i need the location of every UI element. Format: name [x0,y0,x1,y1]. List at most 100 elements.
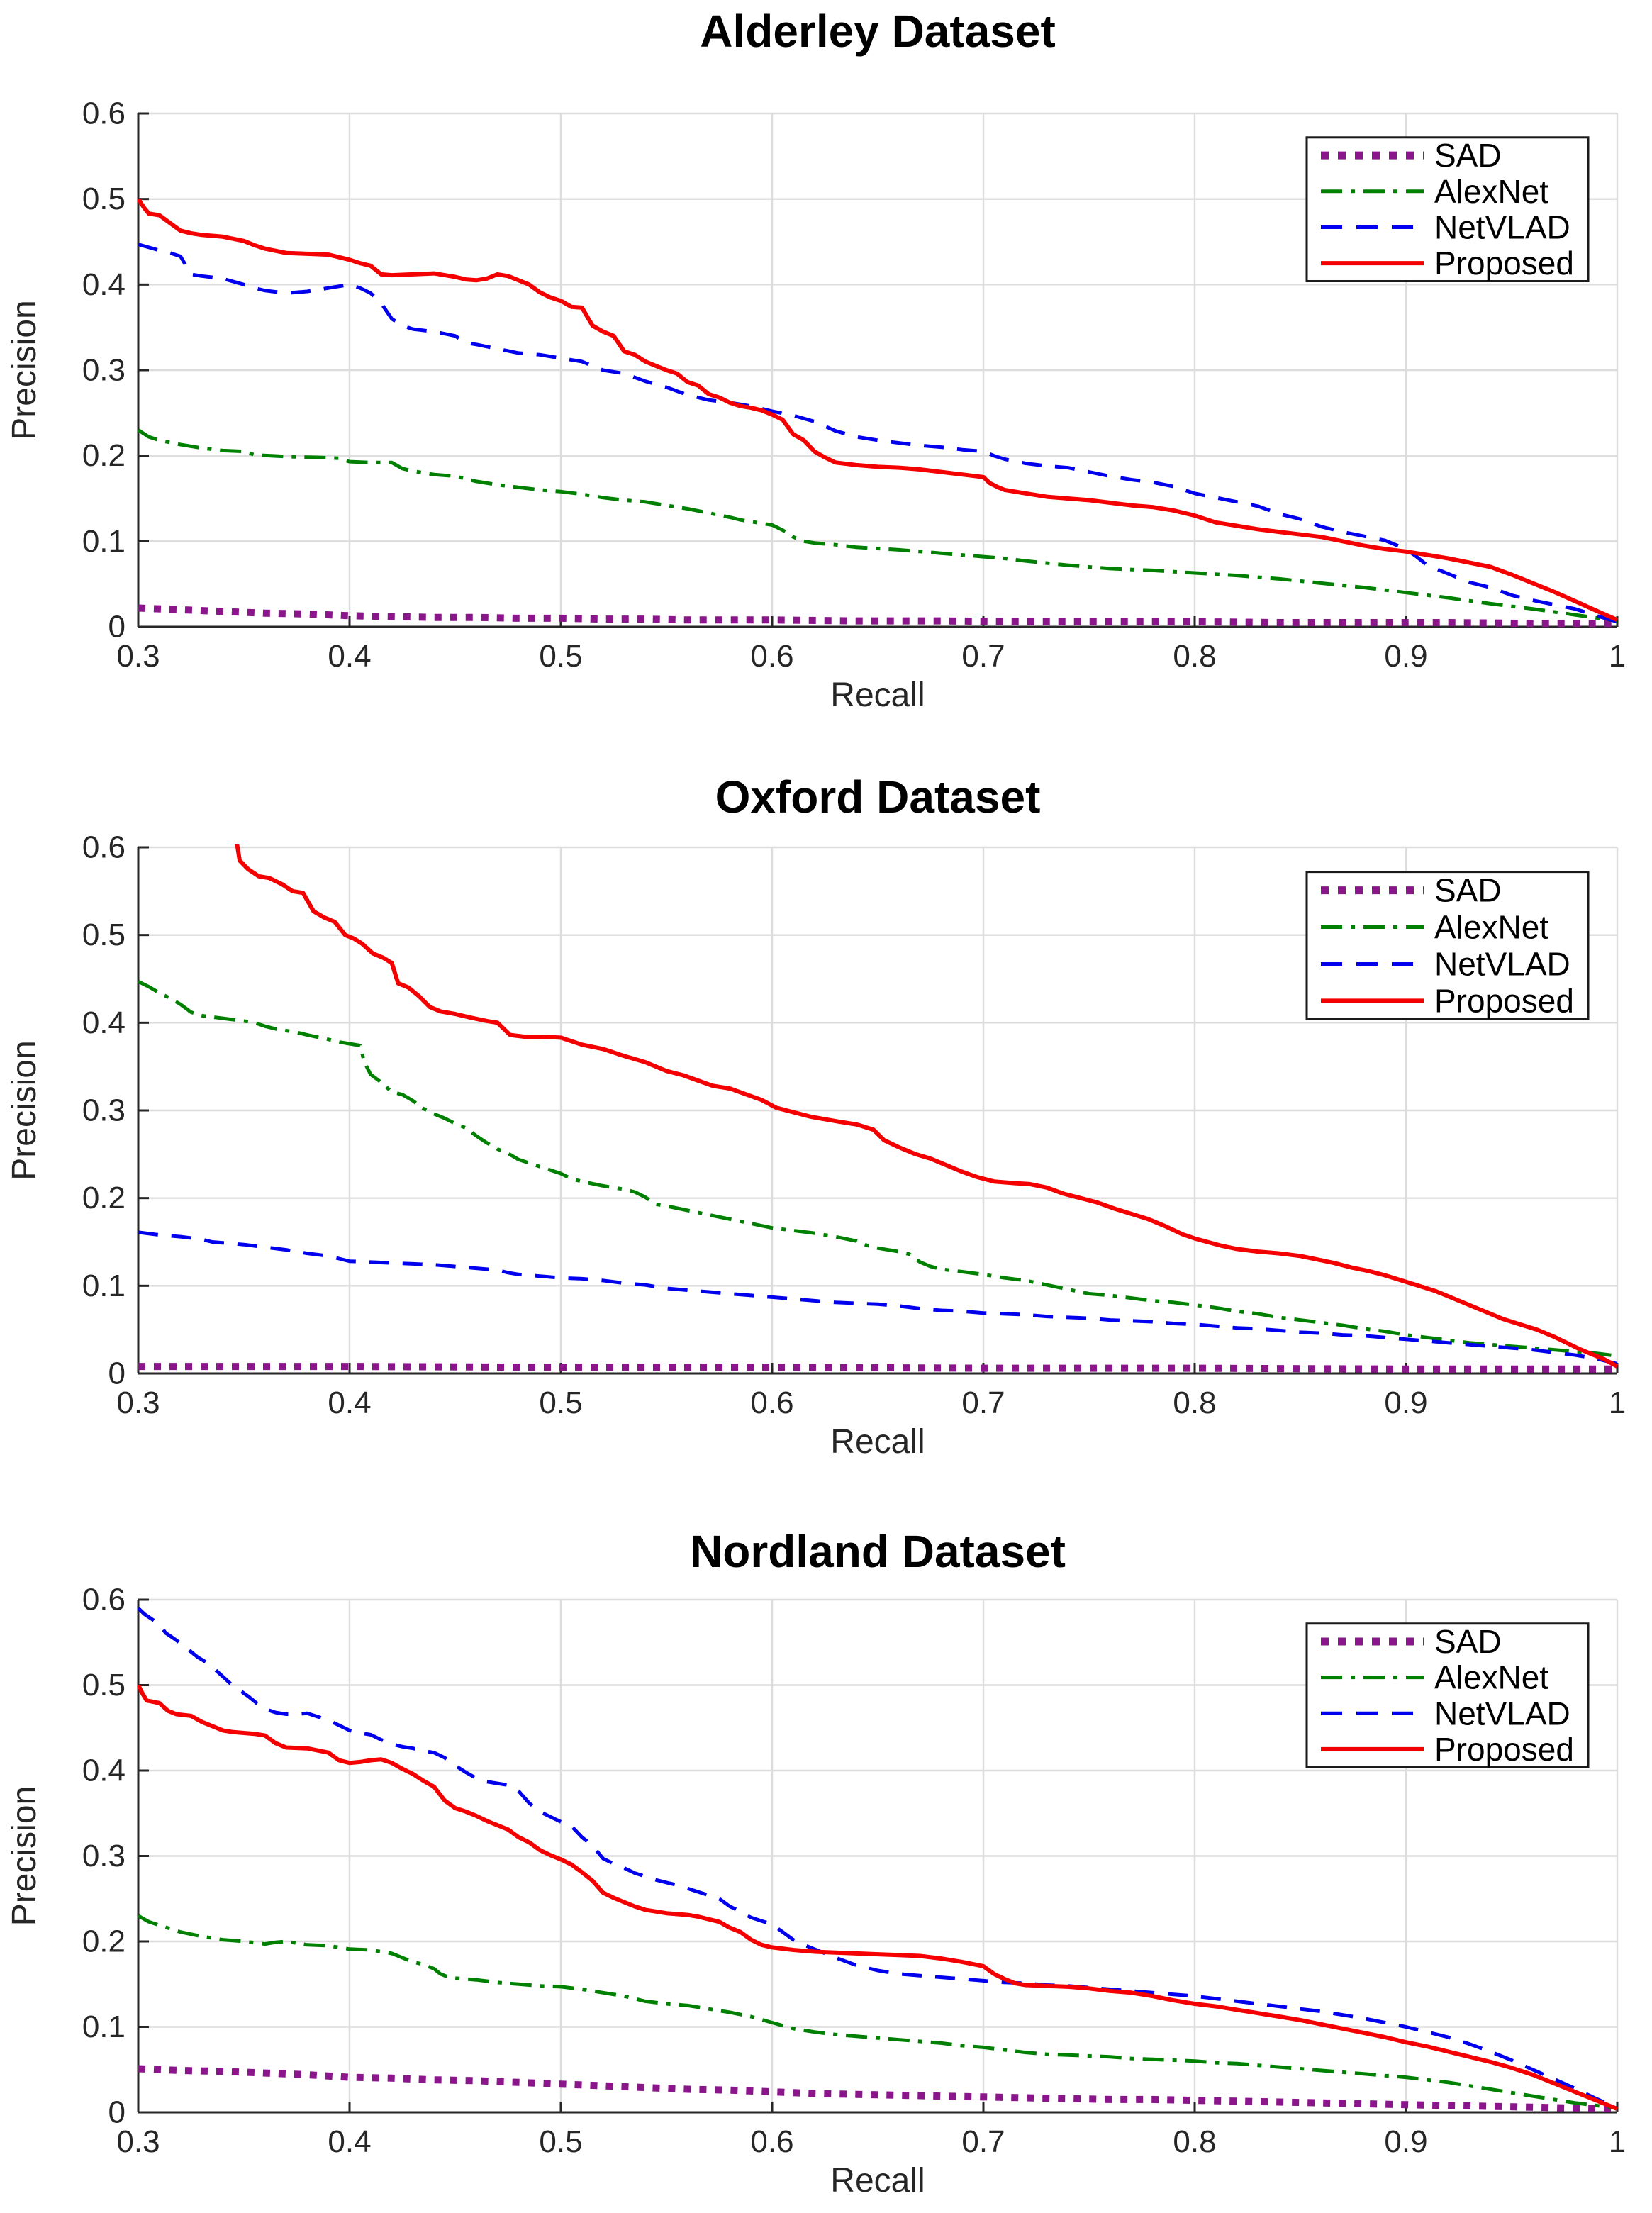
x-tick-label: 0.8 [1173,1386,1216,1420]
y-tick-label: 0.4 [82,267,125,302]
x-tick-label: 0.6 [750,639,793,674]
x-tick-label: 0.3 [116,639,160,674]
x-tick-label: 0.5 [539,639,582,674]
series-line-proposed [235,844,1618,1369]
y-axis-label: Precision [6,1786,43,1926]
x-axis-label: Recall [830,2162,925,2200]
y-tick-label: 0.1 [82,2009,125,2044]
plot-background [0,1475,1652,2213]
legend-box [1305,871,1590,1020]
y-tick-label: 0.4 [82,1005,125,1040]
y-tick-label: 0.3 [82,1093,125,1128]
series-line-netvlad [138,1607,1618,2110]
x-tick-label: 0.8 [1173,2124,1216,2159]
x-tick-label: 1 [1609,2124,1626,2159]
series-line-sad [138,2065,1618,2113]
chart-block-nordland: 0.3 0.4 0.5 0.6 0.7 0.8 0.9 1 0 0.1 0.2 0.3 0.4 0.5 0.… [0,1475,1652,2213]
series-line-proposed [138,198,1618,623]
axes [137,846,1619,1375]
y-tick-label: 0 [108,2095,125,2130]
legend-label-alexnet: AlexNet [1434,173,1548,210]
chart-title-nordland: Nordland Dataset [690,1526,1066,1577]
y-tick-label: 0.5 [82,1668,125,1702]
legend-label-proposed: Proposed [1434,1731,1574,1768]
series-line-sad [138,604,1617,628]
legend-label-sad: SAD [1434,1623,1502,1660]
y-tick-label: 0.6 [82,830,125,865]
tick-labels: 0.3 0.4 0.5 0.6 0.7 0.8 0.9 1 0 0.1 0.2 0.3 0.4 0.5 0.… [82,1583,1626,2160]
grid-lines [137,846,1619,1375]
y-tick-label: 0.1 [82,1269,125,1303]
legend-label-proposed: Proposed [1434,982,1574,1019]
series-line-netvlad [138,1230,1618,1366]
tick-labels: 0.3 0.4 0.5 0.6 0.7 0.8 0.9 1 0 0.1 0.2 0.3 0.4 0.5 0.… [82,830,1626,1421]
grid-lines [137,1598,1619,2114]
x-tick-label: 1 [1609,1386,1626,1420]
x-tick-label: 0.8 [1173,639,1216,674]
series-line-netvlad [138,243,1618,624]
legend-label-sad: SAD [1434,137,1502,174]
legend-label-netvlad: NetVLAD [1434,1695,1570,1732]
legend-box [1305,1622,1590,1768]
y-tick-label: 0.6 [82,96,125,131]
x-tick-label: 0.5 [539,1386,582,1420]
chart-alderley: 0.3 0.4 0.5 0.6 0.7 0.8 0.9 1 0 0.1 0.2 0.3 0.4 0.5 0.… [0,0,1652,737]
y-tick-label: 0.2 [82,1181,125,1215]
legend-label-alexnet: AlexNet [1434,1659,1548,1696]
chart-oxford: 0.3 0.4 0.5 0.6 0.7 0.8 0.9 1 0 0.1 0.2 0.3 0.4 0.5 0.… [0,737,1652,1475]
x-axis-label: Recall [830,676,925,714]
chart-block-oxford: 0.3 0.4 0.5 0.6 0.7 0.8 0.9 1 0 0.1 0.2 0.3 0.4 0.5 0.… [0,737,1652,1475]
x-tick-label: 0.9 [1384,1386,1427,1420]
tick-labels: 0.3 0.4 0.5 0.6 0.7 0.8 0.9 1 0 0.1 0.2 0.3 0.4 0.5 0.… [82,96,1626,674]
legend-label-alexnet: AlexNet [1434,909,1548,946]
x-tick-label: 0.3 [116,2124,160,2159]
series-line-alexnet [138,1914,1618,2110]
x-tick-label: 1 [1609,639,1626,674]
x-tick-label: 0.6 [750,1386,793,1420]
y-tick-label: 0.6 [82,1583,125,1617]
legend-label-sad: SAD [1434,872,1502,909]
y-tick-label: 0.3 [82,353,125,388]
y-tick-label: 0 [108,610,125,645]
plot-background [0,0,1652,737]
x-tick-label: 0.4 [328,1386,371,1420]
x-tick-label: 0.7 [961,2124,1005,2159]
chart-nordland: 0.3 0.4 0.5 0.6 0.7 0.8 0.9 1 0 0.1 0.2 0.3 0.4 0.5 0.… [0,1475,1652,2213]
y-tick-label: 0 [108,1356,125,1391]
series-line-proposed [138,1684,1618,2111]
x-tick-label: 0.9 [1384,2124,1427,2159]
y-tick-label: 0.5 [82,182,125,216]
y-tick-label: 0.5 [82,918,125,952]
x-tick-label: 0.7 [961,639,1005,674]
y-axis-label: Precision [6,1040,43,1180]
x-tick-label: 0.7 [961,1386,1005,1420]
x-tick-label: 0.4 [328,2124,371,2159]
legend-box [1305,136,1590,283]
series-group [138,1607,1618,2113]
x-tick-label: 0.3 [116,1386,160,1420]
series-group [138,198,1618,628]
y-tick-label: 0.1 [82,524,125,559]
series-line-sad [138,1363,1617,1373]
chart-title-alderley: Alderley Dataset [700,6,1056,57]
legend-label-proposed: Proposed [1434,245,1574,281]
x-tick-label: 0.5 [539,2124,582,2159]
y-tick-label: 0.4 [82,1754,125,1788]
plot-background [0,737,1652,1475]
series-line-alexnet [138,979,1618,1358]
legend-label-netvlad: NetVLAD [1434,208,1570,245]
y-axis-label: Precision [6,300,43,440]
x-tick-label: 0.4 [328,639,371,674]
chart-block-alderley: 0.3 0.4 0.5 0.6 0.7 0.8 0.9 1 0 0.1 0.2 0.3 0.4 0.5 0.… [0,0,1652,737]
y-tick-label: 0.3 [82,1839,125,1873]
y-tick-label: 0.2 [82,1924,125,1959]
x-axis-label: Recall [830,1423,925,1461]
y-tick-label: 0.2 [82,438,125,473]
series-group [138,844,1618,1373]
x-tick-label: 0.6 [750,2124,793,2159]
legend-label-netvlad: NetVLAD [1434,945,1570,982]
x-tick-label: 0.9 [1384,639,1427,674]
